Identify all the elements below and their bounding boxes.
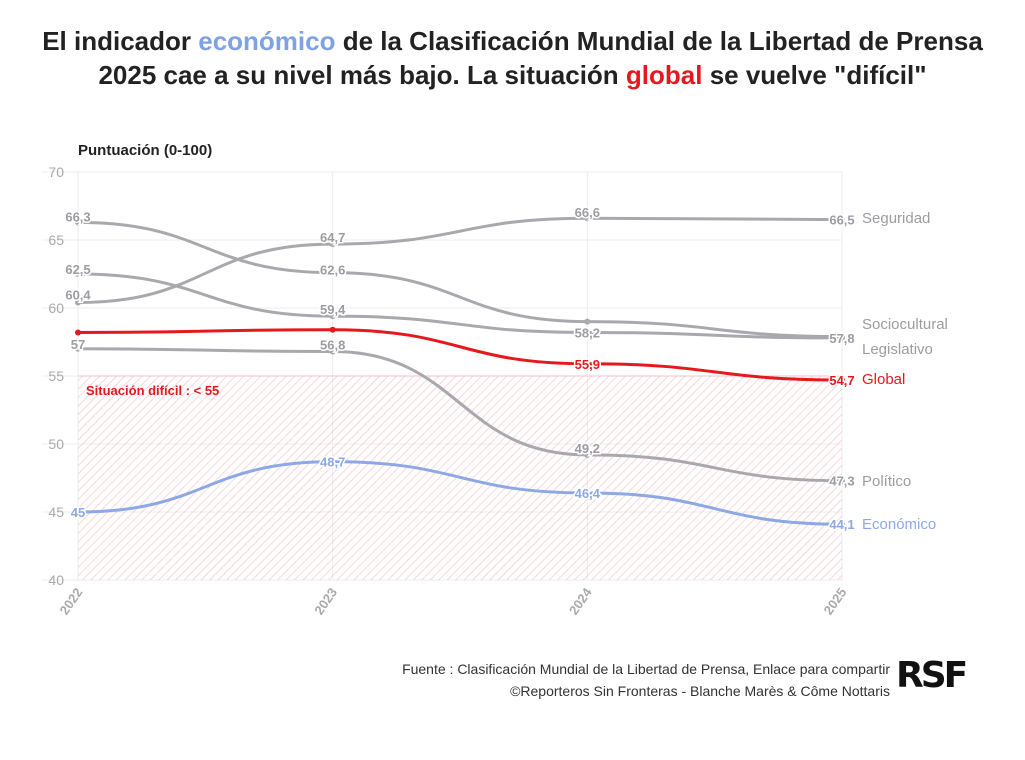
data-point-sociocultural: [584, 318, 591, 325]
title-highlight-global: global: [625, 60, 703, 90]
data-point-seguridad: [839, 216, 845, 223]
series-line-global: [76, 328, 844, 382]
series-name-sociocultural: Sociocultural: [862, 316, 948, 333]
data-point-seguridad: [584, 215, 591, 222]
y-axis-label: Puntuación (0-100): [78, 142, 212, 159]
data-label-seguridad: 66,5: [829, 213, 854, 228]
series-name-global: Global: [862, 371, 905, 388]
data-label-economico: 46,4: [575, 486, 601, 501]
data-label-politico: 49,2: [575, 441, 600, 456]
line-chart: Puntuación (0-100) 40 45 50 55 60 65 70 2022 2023…: [42, 142, 948, 617]
data-point-economico: [329, 458, 336, 465]
y-tick-label: 55: [48, 368, 64, 384]
source-line-2: ©Reporteros Sin Fronteras - Blanche Marè…: [510, 683, 890, 699]
data-label-legislativo: 59,4: [320, 302, 346, 317]
data-point-seguridad: [329, 241, 336, 248]
y-tick-label: 45: [48, 504, 64, 520]
data-point-politico: [75, 345, 81, 352]
data-point-global: [329, 326, 336, 333]
data-point-politico: [329, 348, 336, 355]
data-label-legislativo: 62,5: [65, 262, 90, 277]
y-tick-label: 50: [48, 436, 64, 452]
data-label-legislativo: 58,2: [575, 325, 600, 340]
y-tick-label: 60: [48, 300, 64, 316]
x-tick-label: 2022: [57, 585, 86, 617]
data-point-global: [839, 377, 845, 384]
chart-title: El indicador económico de la Clasificaci…: [42, 26, 983, 90]
series-line-seguridad: [76, 216, 844, 305]
data-point-legislativo: [75, 271, 81, 277]
data-label-sociocultural: 66,3: [65, 209, 90, 224]
series-line-economico: [76, 460, 844, 526]
rsf-logo: RSF: [896, 655, 968, 696]
data-point-sociocultural: [329, 269, 336, 276]
series-name-seguridad: Seguridad: [862, 210, 930, 227]
data-label-economico: 48,7: [320, 455, 345, 470]
data-label-seguridad: 64,7: [320, 230, 345, 245]
data-label-seguridad: 66,6: [575, 205, 600, 220]
data-label-sociocultural: 62,6: [320, 263, 345, 278]
data-point-global: [584, 360, 591, 367]
series-line-politico: [76, 347, 844, 483]
data-point-sociocultural: [75, 219, 81, 226]
series-name-politico: Político: [862, 473, 911, 490]
y-tick-label: 40: [48, 572, 64, 588]
data-point-economico: [839, 521, 845, 528]
data-point-global: [75, 329, 81, 336]
title-highlight-economico: económico: [198, 26, 336, 56]
data-label-global: 55,9: [575, 357, 600, 372]
series-line-sociocultural: [76, 220, 844, 339]
y-tick-label: 65: [48, 232, 64, 248]
source-note: Fuente : Clasificación Mundial de la Lib…: [402, 658, 890, 702]
data-point-politico: [839, 477, 845, 484]
data-point-legislativo: [329, 313, 336, 320]
data-point-seguridad: [75, 299, 81, 306]
data-point-economico: [75, 509, 81, 515]
x-tick-label: 2024: [566, 584, 595, 617]
series-line-legislativo: [76, 272, 844, 340]
data-label-legislativo: 57,8: [829, 331, 854, 346]
data-label-global: 54,7: [829, 373, 854, 388]
data-label-seguridad: 60,4: [65, 288, 91, 303]
x-tick-label: 2023: [311, 585, 340, 617]
difficult-zone-label: Situación difícil : < 55: [86, 383, 219, 398]
y-tick-label: 70: [48, 164, 64, 180]
data-label-politico: 56,8: [320, 338, 345, 353]
series-name-legislativo: Legislativo: [862, 341, 933, 358]
data-label-politico: 57: [71, 337, 85, 352]
data-label-economico: 44,1: [829, 517, 854, 532]
data-point-legislativo: [584, 329, 591, 336]
data-label-economico: 45: [71, 505, 85, 520]
source-line-1: Fuente : Clasificación Mundial de la Lib…: [402, 661, 890, 677]
series-name-economico: Económico: [862, 516, 936, 533]
data-point-legislativo: [839, 334, 845, 341]
data-point-politico: [584, 451, 591, 458]
data-point-economico: [584, 489, 591, 496]
data-label-politico: 47,3: [829, 474, 854, 489]
x-tick-label: 2025: [821, 585, 850, 617]
